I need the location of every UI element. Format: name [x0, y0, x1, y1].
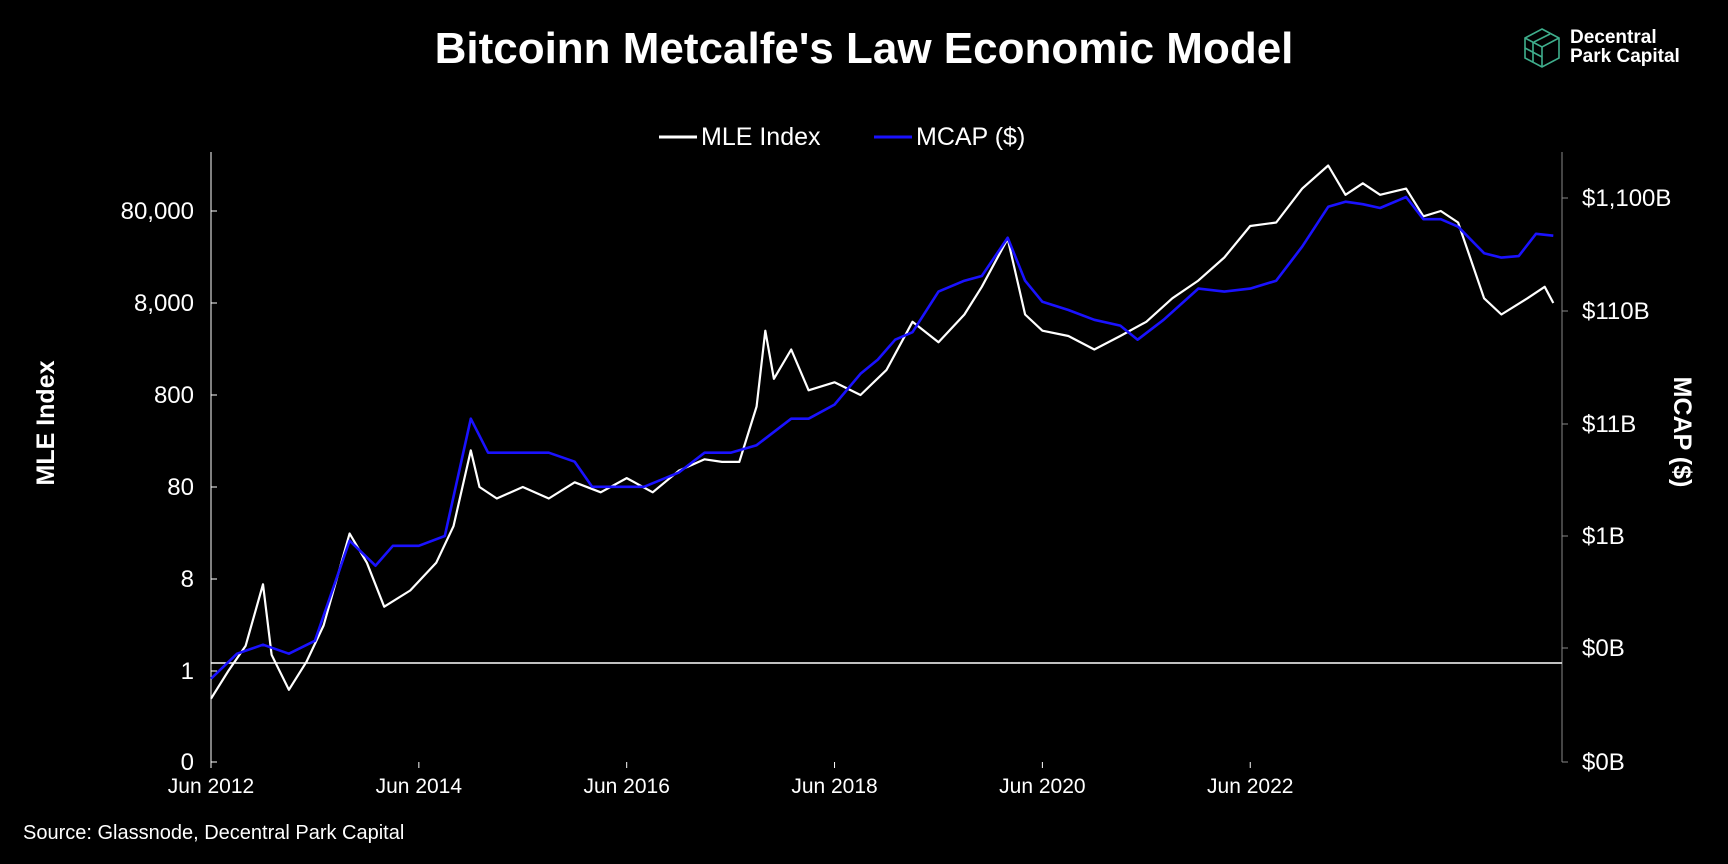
- left-tick-label: 8,000: [134, 290, 194, 317]
- left-axis-title: MLE Index: [32, 360, 60, 485]
- mle-index-line: [210, 164, 1555, 700]
- x-tick-label: Jun 2020: [999, 775, 1085, 798]
- right-tick-label: $0B: [1582, 635, 1625, 662]
- x-tick-label: Jun 2014: [376, 775, 463, 798]
- right-tick-label: $0B: [1582, 749, 1625, 776]
- legend-label-mcap: MCAP ($): [916, 123, 1025, 151]
- x-tick-label: Jun 2016: [583, 775, 669, 798]
- left-tick-label: 8: [181, 566, 194, 593]
- right-tick-label: $1,100B: [1582, 185, 1671, 212]
- logo-line-1: Decentral: [1570, 27, 1657, 48]
- right-tick-label: $110B: [1582, 298, 1650, 325]
- x-tick-label: Jun 2018: [791, 775, 877, 798]
- x-tick-label: Jun 2022: [1207, 775, 1293, 798]
- left-tick-label: 1: [181, 658, 194, 685]
- left-tick-label: 800: [154, 382, 194, 409]
- mcap-line: [210, 195, 1554, 680]
- right-tick-label: $1B: [1582, 523, 1625, 550]
- right-axis-title: MCAP ($): [1668, 377, 1696, 488]
- logo-text: Decentral Park Capital: [1570, 28, 1680, 66]
- logo-line-2: Park Capital: [1570, 46, 1680, 67]
- cube-icon: [1524, 28, 1560, 68]
- source-note: Source: Glassnode, Decentral Park Capita…: [23, 822, 405, 844]
- left-tick-label: 80: [167, 474, 194, 501]
- right-tick-label: $11B: [1582, 411, 1636, 438]
- left-tick-label: 0: [181, 749, 194, 776]
- x-tick-label: Jun 2012: [168, 775, 254, 798]
- left-tick-label: 80,000: [121, 198, 194, 225]
- legend-label-mle-index: MLE Index: [701, 123, 821, 151]
- brand-logo: Decentral Park Capital: [1522, 26, 1712, 74]
- chart-title: Bitcoinn Metcalfe's Law Economic Model: [434, 24, 1294, 73]
